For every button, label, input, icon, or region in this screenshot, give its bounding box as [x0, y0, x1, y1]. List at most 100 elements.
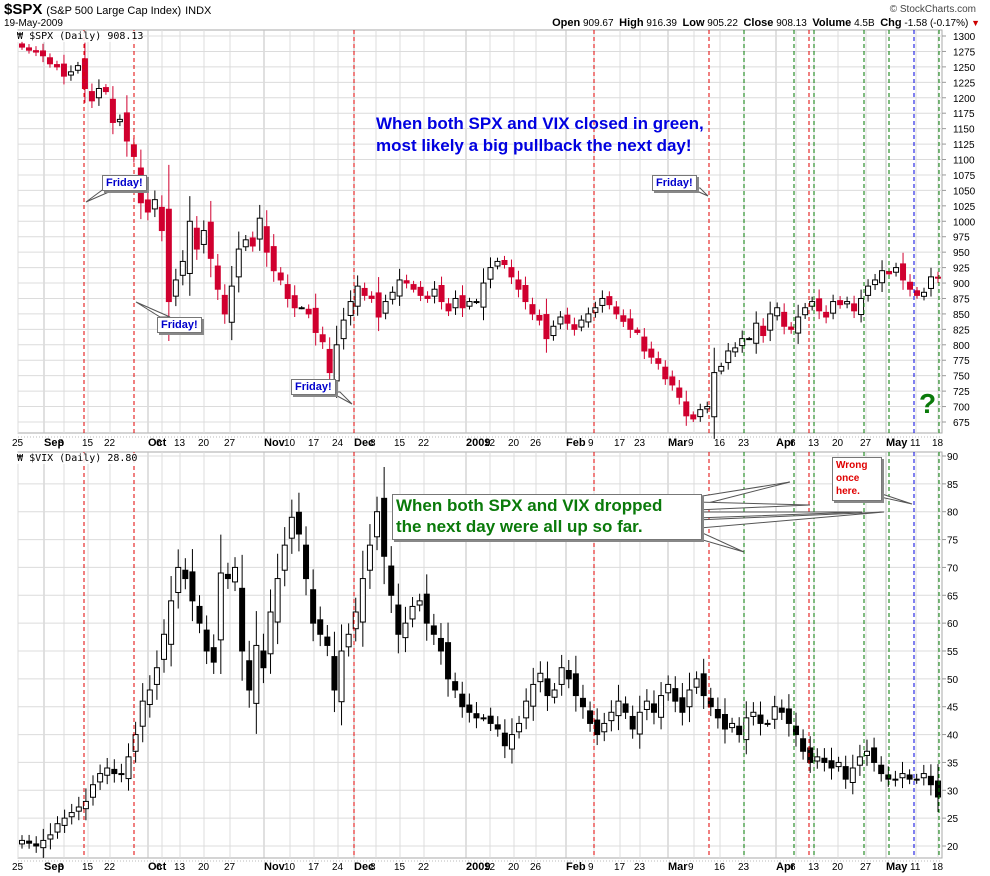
svg-text:55: 55	[947, 647, 959, 658]
svg-text:6: 6	[156, 438, 162, 449]
svg-text:1100: 1100	[953, 156, 975, 167]
green-annotation: When both SPX and VIX dropped the next d…	[392, 494, 702, 540]
svg-text:20: 20	[508, 862, 520, 873]
svg-text:Dec: Dec	[354, 437, 374, 449]
svg-text:11: 11	[910, 862, 921, 873]
close-value: 908.13	[776, 18, 807, 29]
svg-text:1175: 1175	[953, 109, 975, 120]
svg-text:875: 875	[953, 294, 970, 305]
svg-text:20: 20	[198, 438, 210, 449]
svg-text:13: 13	[808, 862, 820, 873]
friday-callout: Friday!	[157, 317, 202, 333]
svg-text:60: 60	[947, 619, 959, 630]
high-value: 916.39	[646, 18, 677, 29]
svg-text:27: 27	[860, 438, 872, 449]
copyright: © StockCharts.com	[889, 4, 976, 15]
svg-text:24: 24	[332, 862, 344, 873]
svg-text:17: 17	[614, 438, 626, 449]
svg-text:15: 15	[394, 438, 406, 449]
svg-text:2009: 2009	[466, 861, 490, 873]
svg-text:17: 17	[614, 862, 626, 873]
svg-text:70: 70	[947, 563, 959, 574]
svg-text:25: 25	[947, 814, 959, 825]
svg-text:Nov: Nov	[264, 861, 286, 873]
change-label: Chg	[880, 17, 902, 29]
svg-text:50: 50	[947, 675, 959, 686]
svg-text:1275: 1275	[953, 47, 976, 58]
svg-text:1150: 1150	[953, 125, 975, 136]
question-mark: ?	[919, 388, 937, 419]
svg-text:15: 15	[82, 438, 94, 449]
svg-text:1075: 1075	[953, 171, 976, 182]
svg-text:45: 45	[947, 703, 959, 714]
svg-text:775: 775	[953, 356, 970, 367]
svg-text:Oct: Oct	[148, 861, 167, 873]
wrong-once-callout: Wrong once here.	[832, 457, 882, 501]
svg-text:16: 16	[714, 862, 726, 873]
svg-text:90: 90	[947, 452, 959, 463]
vix-panel-title: ₩ $VIX (Daily) 28.80	[17, 453, 138, 464]
svg-text:Sep: Sep	[44, 861, 64, 873]
svg-text:925: 925	[953, 264, 970, 275]
svg-text:75: 75	[947, 536, 959, 547]
svg-text:750: 750	[953, 372, 970, 383]
svg-text:13: 13	[174, 862, 186, 873]
svg-text:23: 23	[738, 862, 750, 873]
svg-text:850: 850	[953, 310, 970, 321]
svg-text:8: 8	[58, 438, 64, 449]
svg-text:12: 12	[484, 862, 496, 873]
svg-text:825: 825	[953, 325, 970, 336]
change-value: -1.58 (-0.17%)	[904, 18, 969, 29]
svg-text:Nov: Nov	[264, 437, 286, 449]
svg-text:Mar: Mar	[668, 437, 688, 449]
svg-text:May: May	[886, 861, 908, 873]
svg-text:27: 27	[860, 862, 872, 873]
svg-text:1225: 1225	[953, 78, 976, 89]
svg-text:8: 8	[58, 862, 64, 873]
svg-text:May: May	[886, 437, 908, 449]
svg-text:700: 700	[953, 403, 970, 414]
svg-text:1000: 1000	[953, 217, 976, 228]
svg-text:26: 26	[530, 438, 542, 449]
svg-text:1300: 1300	[953, 32, 976, 43]
svg-text:Apr: Apr	[776, 437, 796, 449]
svg-text:Feb: Feb	[566, 437, 586, 449]
svg-text:65: 65	[947, 591, 959, 602]
open-value: 909.67	[582, 18, 614, 29]
svg-text:Sep: Sep	[44, 437, 64, 449]
svg-text:Dec: Dec	[354, 861, 374, 873]
svg-text:20: 20	[947, 842, 959, 853]
svg-text:9: 9	[688, 438, 694, 449]
high-label: High	[619, 17, 644, 29]
low-value: 905.22	[707, 18, 738, 29]
svg-text:6: 6	[156, 862, 162, 873]
svg-text:1025: 1025	[953, 202, 976, 213]
svg-text:26: 26	[530, 862, 542, 873]
svg-text:23: 23	[738, 438, 750, 449]
svg-text:950: 950	[953, 248, 970, 259]
svg-text:35: 35	[947, 758, 959, 769]
svg-text:1250: 1250	[953, 63, 976, 74]
exchange: INDX	[185, 5, 212, 17]
svg-text:24: 24	[332, 438, 344, 449]
svg-text:15: 15	[82, 862, 94, 873]
chart-date: 19-May-2009	[4, 18, 63, 29]
volume-label: Volume	[812, 17, 852, 29]
svg-text:675: 675	[953, 418, 970, 429]
spx-panel-title: ₩ $SPX (Daily) 908.13	[17, 31, 144, 42]
volume-value: 4.5B	[854, 18, 875, 29]
open-label: Open	[552, 17, 581, 29]
symbol-name: (S&P 500 Large Cap Index)	[46, 5, 182, 17]
svg-text:22: 22	[104, 438, 116, 449]
svg-text:9: 9	[588, 862, 594, 873]
svg-text:13: 13	[808, 438, 820, 449]
svg-text:17: 17	[308, 862, 320, 873]
svg-text:8: 8	[370, 862, 376, 873]
svg-text:27: 27	[224, 862, 236, 873]
svg-text:12: 12	[484, 438, 496, 449]
svg-text:6: 6	[790, 438, 796, 449]
svg-text:8: 8	[370, 438, 376, 449]
svg-text:1050: 1050	[953, 186, 976, 197]
svg-text:25: 25	[12, 862, 24, 873]
